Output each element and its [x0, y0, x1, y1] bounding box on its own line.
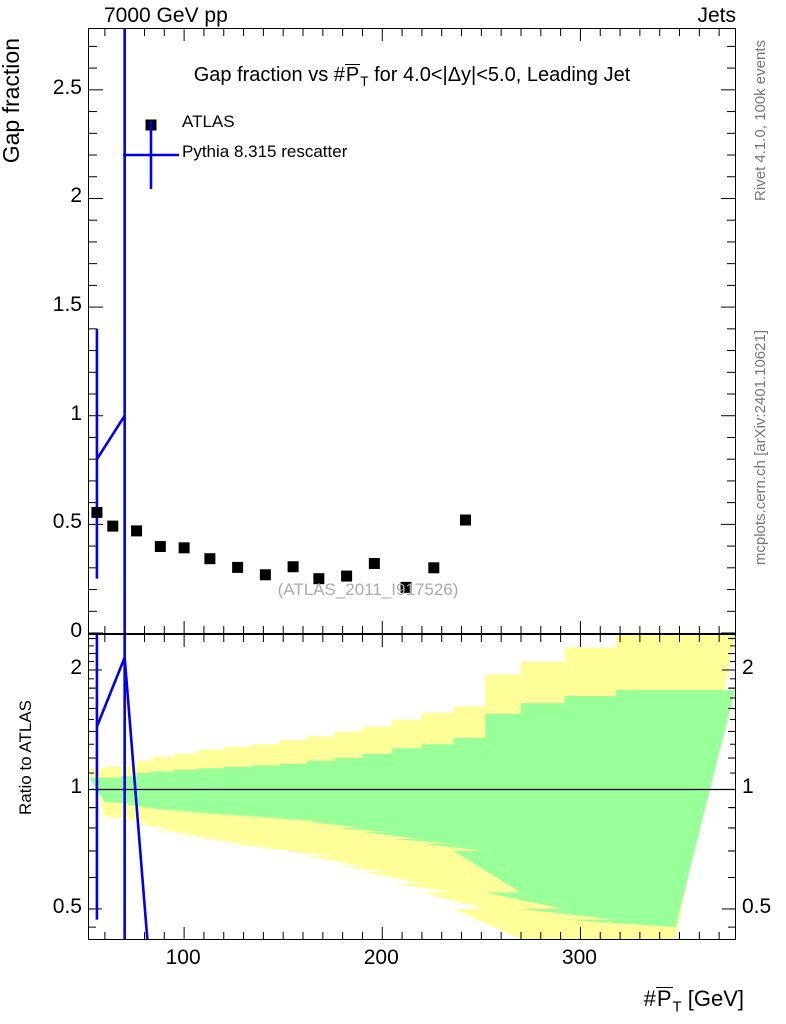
legend-item-atlas: ATLAS [182, 112, 235, 131]
main-y-axis-label: Gap fraction [0, 38, 24, 164]
xlabel-symbol: P [655, 986, 673, 1011]
main-plot-canvas [89, 29, 735, 633]
main-y-tick-label: 1 [70, 401, 82, 425]
xlabel-post: [GeV] [681, 986, 744, 1011]
main-y-tick-label: 0 [70, 619, 82, 642]
plot-title: Gap fraction vs #PT for 4.0<|Δy|<5.0, Le… [88, 64, 736, 89]
title-post: for 4.0<|Δy|<5.0, Leading Jet [368, 64, 631, 86]
rivet-version-text: Rivet 4.1.0, 100k events [752, 40, 769, 201]
x-tick-label: 100 [165, 946, 201, 969]
header-left-label: 7000 GeV pp [104, 4, 228, 27]
main-y-tick-label: 2 [70, 184, 82, 208]
main-y-tick-label: 2.5 [52, 75, 82, 99]
mcplots-reference-text: mcplots.cern.ch [arXiv:2401.10621] [752, 330, 769, 566]
data-marker [178, 542, 190, 554]
xlabel-pre: # [643, 986, 656, 1011]
x-axis-label: #PT [GeV] [644, 986, 744, 1015]
data-marker [313, 573, 325, 585]
title-symbol: P [344, 64, 361, 86]
ratio-y-tick-label: 1 [70, 775, 82, 799]
title-pre: Gap fraction vs # [193, 64, 345, 86]
ratio-y-tick-label: 2 [70, 655, 82, 679]
ratio-inner-band [89, 690, 735, 928]
title-subscript: T [360, 74, 369, 89]
data-marker [428, 562, 440, 574]
header-right-label: Jets [697, 4, 736, 27]
data-marker [259, 569, 271, 581]
legend-marker-cross [123, 121, 179, 189]
data-marker [232, 561, 244, 573]
ratio-mc-curve [95, 635, 149, 939]
data-marker [204, 553, 216, 565]
x-tick-label: 200 [363, 946, 399, 969]
main-y-tick-label: 1.5 [52, 293, 82, 317]
main-plot-panel [88, 28, 736, 634]
ratio-y-tick-label: 0.5 [52, 894, 82, 918]
data-marker [91, 506, 103, 518]
data-marker [400, 581, 412, 593]
ratio-plot-canvas [89, 635, 735, 939]
data-marker [368, 557, 380, 569]
data-marker [341, 570, 353, 582]
ratio-y-tick-label-right: 1 [742, 775, 754, 799]
ratio-y-tick-label-right: 2 [742, 655, 754, 679]
data-marker [154, 541, 166, 553]
ratio-plot-panel [88, 634, 736, 940]
data-marker [131, 525, 143, 537]
x-tick-label: 300 [561, 946, 597, 969]
data-marker [107, 520, 119, 532]
xlabel-subscript: T [672, 998, 682, 1016]
analysis-watermark: (ATLAS_2011_I917526) [277, 580, 459, 599]
main-y-tick-label: 0.5 [52, 510, 82, 534]
data-marker [287, 561, 299, 573]
legend-item-pythia: Pythia 8.315 rescatter [182, 142, 348, 161]
ratio-y-tick-label-right: 0.5 [742, 894, 772, 918]
data-marker [460, 514, 472, 526]
